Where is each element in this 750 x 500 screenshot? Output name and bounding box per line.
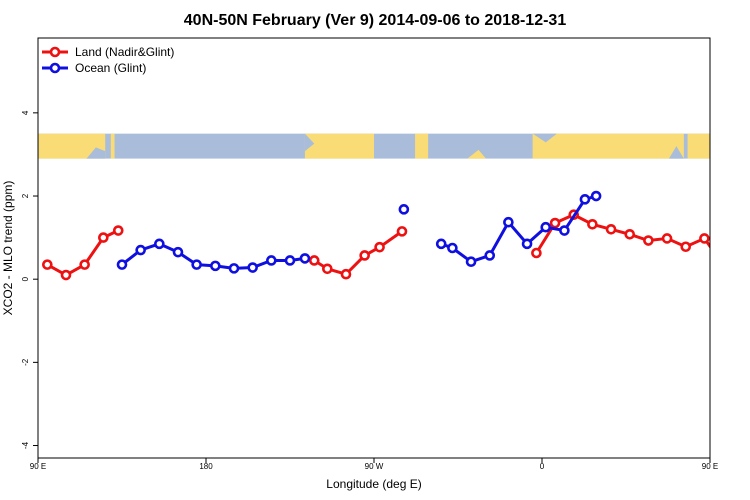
legend: Land (Nadir&Glint) Ocean (Glint) bbox=[42, 45, 174, 75]
data-point bbox=[699, 233, 710, 244]
x-tick-label: 0 bbox=[540, 462, 545, 471]
y-axis: -4 -2 0 2 4 bbox=[21, 110, 38, 449]
data-point bbox=[559, 225, 570, 236]
series-ocean bbox=[116, 190, 602, 274]
data-point bbox=[465, 256, 477, 268]
data-point bbox=[299, 253, 311, 264]
data-point bbox=[540, 221, 552, 233]
data-point bbox=[60, 269, 72, 281]
map-land bbox=[415, 133, 429, 159]
data-point bbox=[521, 238, 533, 250]
series-line bbox=[440, 194, 597, 264]
data-point bbox=[116, 259, 128, 270]
series-land bbox=[42, 209, 746, 281]
data-point bbox=[98, 232, 109, 243]
data-point bbox=[587, 218, 598, 230]
map-coast bbox=[668, 146, 684, 159]
y-tick-label: 2 bbox=[21, 193, 30, 198]
data-point bbox=[42, 259, 53, 270]
data-point bbox=[210, 260, 221, 272]
data-point bbox=[549, 217, 561, 229]
legend-entry: Land (Nadir&Glint) bbox=[75, 45, 174, 59]
data-point bbox=[398, 204, 410, 215]
data-point bbox=[719, 261, 727, 269]
data-point bbox=[396, 226, 408, 237]
map-land bbox=[532, 133, 684, 159]
data-point bbox=[135, 244, 146, 256]
data-point bbox=[579, 194, 591, 205]
data-point bbox=[374, 241, 385, 253]
data-point bbox=[435, 238, 447, 250]
data-point bbox=[661, 233, 673, 244]
legend-marker bbox=[49, 62, 61, 74]
y-tick-label: -4 bbox=[21, 441, 30, 449]
data-point bbox=[359, 250, 370, 261]
data-point bbox=[680, 241, 692, 253]
x-tick-label: 180 bbox=[199, 462, 213, 471]
data-point bbox=[643, 235, 654, 246]
y-tick-label: 0 bbox=[21, 276, 30, 281]
legend-entry: Ocean (Glint) bbox=[75, 61, 146, 75]
data-point bbox=[531, 247, 542, 259]
data-point bbox=[172, 246, 184, 258]
data-point bbox=[605, 223, 617, 235]
y-axis-label: XCO2 - MLO trend (ppm) bbox=[1, 181, 15, 316]
data-point bbox=[322, 263, 333, 275]
map-coast bbox=[467, 149, 486, 159]
series-layer bbox=[42, 190, 746, 281]
data-point bbox=[447, 242, 458, 254]
x-tick-label: 90 E bbox=[30, 462, 46, 471]
data-point bbox=[484, 250, 496, 261]
data-point bbox=[191, 259, 202, 270]
data-point bbox=[266, 255, 277, 266]
map-coast bbox=[532, 133, 557, 143]
data-point bbox=[79, 259, 90, 270]
data-point bbox=[590, 190, 602, 202]
x-axis-label: Longitude (deg E) bbox=[326, 477, 421, 491]
map-land bbox=[110, 133, 115, 159]
legend-marker bbox=[49, 46, 61, 58]
data-point bbox=[503, 216, 514, 228]
y-tick-label: -2 bbox=[21, 358, 30, 366]
x-tick-label: 90 W bbox=[365, 462, 384, 471]
data-point bbox=[247, 262, 258, 273]
map-land bbox=[304, 133, 374, 159]
map-coast bbox=[86, 147, 106, 159]
data-point bbox=[284, 255, 296, 266]
data-point bbox=[340, 268, 352, 280]
x-tick-label: 90 E bbox=[702, 462, 718, 471]
data-point bbox=[154, 238, 165, 250]
y-tick-label: 4 bbox=[21, 110, 30, 115]
map-strip bbox=[38, 133, 710, 159]
data-point bbox=[308, 255, 320, 266]
map-land bbox=[687, 133, 710, 159]
x-axis: 90 E 180 90 W 0 90 E bbox=[30, 458, 718, 471]
data-point bbox=[624, 228, 636, 240]
data-point bbox=[738, 271, 746, 279]
chart-title: 40N-50N February (Ver 9) 2014-09-06 to 2… bbox=[184, 12, 567, 29]
data-point bbox=[112, 225, 124, 236]
map-coast bbox=[304, 133, 315, 152]
data-point bbox=[228, 263, 240, 274]
